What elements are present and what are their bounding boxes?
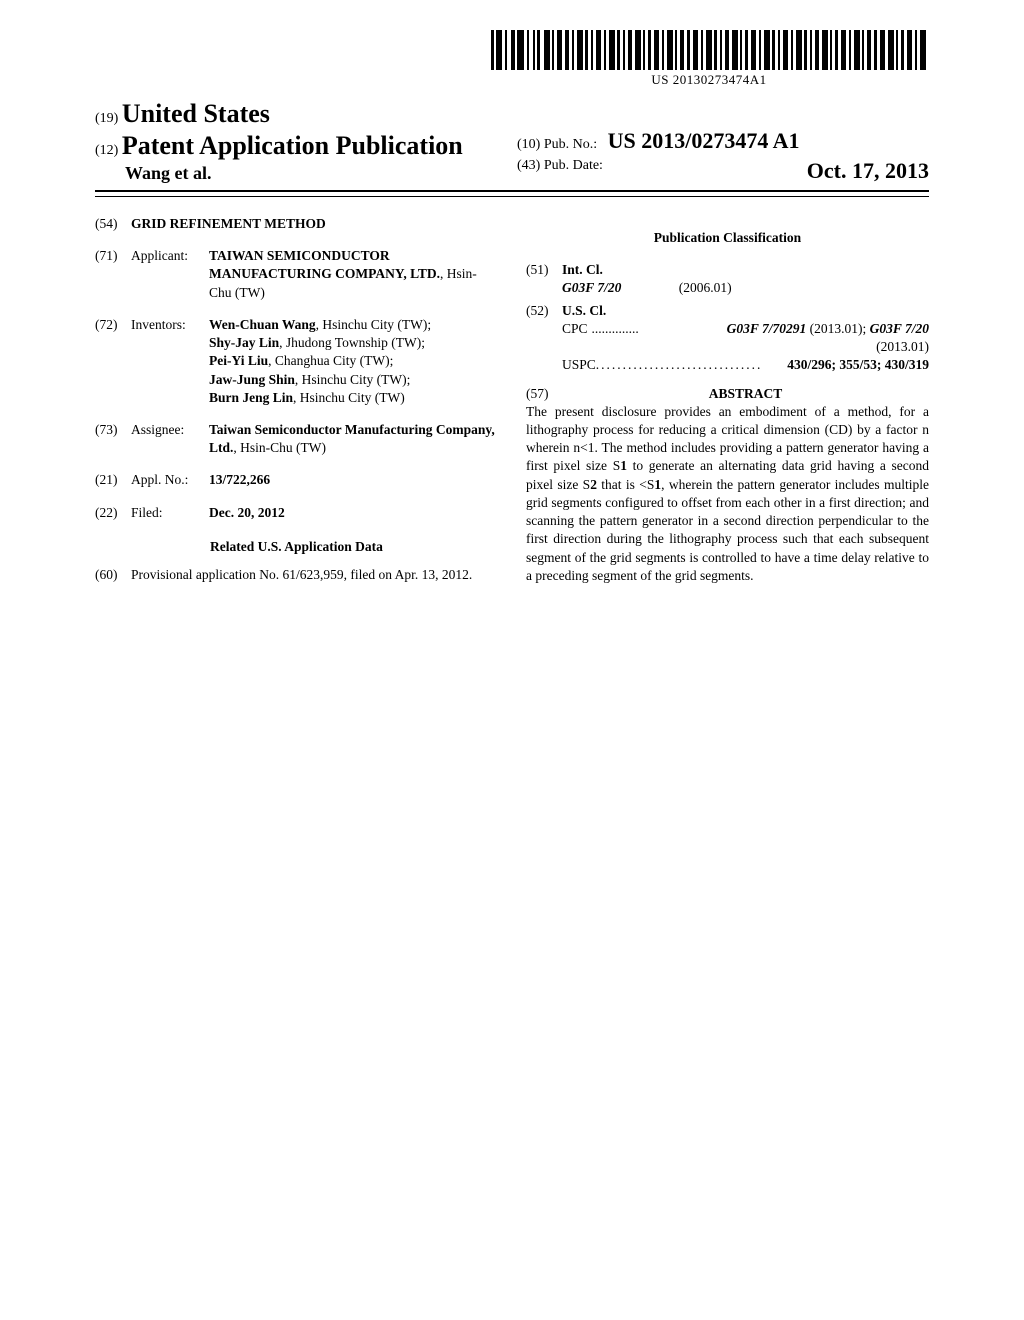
abstract-heading: ABSTRACT <box>562 385 929 403</box>
code-10: (10) <box>517 137 540 152</box>
field-52: (52) U.S. Cl. CPC .............. G03F 7/… <box>526 302 929 375</box>
num-72: (72) <box>95 316 131 407</box>
patent-page: US 20130273474A1 (19) United States (12)… <box>0 0 1024 1320</box>
inv3-name: Pei-Yi Liu <box>209 353 268 368</box>
content-72: Wen-Chuan Wang, Hsinchu City (TW); Shy-J… <box>209 316 498 407</box>
content-73: Taiwan Semiconductor Manufacturing Compa… <box>209 421 498 457</box>
field-60: (60) Provisional application No. 61/623,… <box>95 566 498 584</box>
line-19: (19) United States <box>95 99 507 129</box>
inv4-name: Jaw-Jung Shin <box>209 372 295 387</box>
pub-no-line: (10) Pub. No.: US 2013/0273474 A1 <box>517 128 929 154</box>
abstract-text: The present disclosure provides an embod… <box>526 403 929 585</box>
content-71: TAIWAN SEMICONDUCTOR MANUFACTURING COMPA… <box>209 247 498 302</box>
val-21: 13/722,266 <box>209 471 498 489</box>
text-60: Provisional application No. 61/623,959, … <box>131 566 498 584</box>
label-21: Appl. No.: <box>131 471 209 489</box>
label-52: U.S. Cl. <box>562 303 606 318</box>
header: (19) United States (12) Patent Applicati… <box>95 99 929 192</box>
label-22: Filed: <box>131 504 209 522</box>
field-51: (51) Int. Cl. G03F 7/20 (2006.01) <box>526 261 929 297</box>
inv5-name: Burn Jeng Lin <box>209 390 293 405</box>
field-22: (22) Filed: Dec. 20, 2012 <box>95 504 498 522</box>
label-51: Int. Cl. <box>562 262 603 277</box>
uspc-block: USPC ............................... 430… <box>562 356 929 374</box>
intcl-code: G03F 7/20 <box>562 280 621 295</box>
applicant-name: TAIWAN SEMICONDUCTOR MANUFACTURING COMPA… <box>209 248 440 281</box>
cpc-dots: .............. <box>592 320 639 338</box>
barcode: US 20130273474A1 <box>489 30 929 88</box>
num-60: (60) <box>95 566 131 584</box>
uspc-val: 430/296; 355/53; 430/319 <box>787 356 929 374</box>
authors-line: Wang et al. <box>125 163 507 184</box>
header-left: (19) United States (12) Patent Applicati… <box>95 99 507 184</box>
header-right: (10) Pub. No.: US 2013/0273474 A1 (43) P… <box>507 128 929 184</box>
field-21: (21) Appl. No.: 13/722,266 <box>95 471 498 489</box>
uspc-line: USPC ............................... 430… <box>562 356 929 374</box>
cpc-date2: (2013.01) <box>876 339 929 354</box>
code-12: (12) <box>95 143 118 158</box>
cpc-date1: (2013.01); <box>806 321 869 336</box>
num-21: (21) <box>95 471 131 489</box>
num-52: (52) <box>526 302 562 375</box>
country: United States <box>122 99 270 128</box>
cpc-val2: G03F 7/20 <box>870 321 929 336</box>
inv1-name: Wen-Chuan Wang <box>209 317 316 332</box>
num-22: (22) <box>95 504 131 522</box>
num-51: (51) <box>526 261 562 297</box>
classification-heading: Publication Classification <box>526 229 929 247</box>
code-43: (43) <box>517 158 540 173</box>
cpc-val1: G03F 7/70291 <box>727 321 807 336</box>
uspc-dots: ............................... <box>596 356 787 374</box>
field-57: (57) ABSTRACT <box>526 385 929 403</box>
pub-no-label: Pub. No.: <box>544 137 597 152</box>
inv4-loc: , Hsinchu City (TW); <box>295 372 410 387</box>
pub-date-label: Pub. Date: <box>544 158 603 173</box>
pub-date: Oct. 17, 2013 <box>807 158 929 184</box>
cpc-label: CPC <box>562 320 588 338</box>
barcode-region: US 20130273474A1 <box>95 30 929 89</box>
field-72: (72) Inventors: Wen-Chuan Wang, Hsinchu … <box>95 316 498 407</box>
content-51: Int. Cl. G03F 7/20 (2006.01) <box>562 261 929 297</box>
field-54: (54) GRID REFINEMENT METHOD <box>95 215 498 233</box>
assignee-loc: , Hsin-Chu (TW) <box>233 440 326 455</box>
right-column: Publication Classification (51) Int. Cl.… <box>526 215 929 585</box>
num-57: (57) <box>526 385 562 403</box>
inv1-loc: , Hsinchu City (TW); <box>316 317 431 332</box>
cpc-block: CPC .............. G03F 7/70291 (2013.01… <box>562 320 929 356</box>
related-heading: Related U.S. Application Data <box>95 538 498 556</box>
field-73: (73) Assignee: Taiwan Semiconductor Manu… <box>95 421 498 457</box>
num-54: (54) <box>95 215 131 233</box>
val-22: Dec. 20, 2012 <box>209 504 498 522</box>
field-71: (71) Applicant: TAIWAN SEMICONDUCTOR MAN… <box>95 247 498 302</box>
pub-date-line: (43) Pub. Date: Oct. 17, 2013 <box>517 158 929 184</box>
content-52: U.S. Cl. CPC .............. G03F 7/70291… <box>562 302 929 375</box>
inv3-loc: , Changhua City (TW); <box>268 353 393 368</box>
barcode-svg <box>489 30 929 70</box>
line-12: (12) Patent Application Publication <box>95 131 507 161</box>
body-columns: (54) GRID REFINEMENT METHOD (71) Applica… <box>95 215 929 585</box>
label-71: Applicant: <box>131 247 209 302</box>
pub-no: US 2013/0273474 A1 <box>608 128 800 153</box>
inv2-loc: , Jhudong Township (TW); <box>279 335 425 350</box>
code-19: (19) <box>95 111 118 126</box>
title-54: GRID REFINEMENT METHOD <box>131 215 498 233</box>
left-column: (54) GRID REFINEMENT METHOD (71) Applica… <box>95 215 498 585</box>
header-rule <box>95 196 929 197</box>
label-73: Assignee: <box>131 421 209 457</box>
num-71: (71) <box>95 247 131 302</box>
num-73: (73) <box>95 421 131 457</box>
label-72: Inventors: <box>131 316 209 407</box>
intcl-date: (2006.01) <box>679 280 732 295</box>
doc-type: Patent Application Publication <box>122 131 463 160</box>
uspc-label: USPC <box>562 356 596 374</box>
inv2-name: Shy-Jay Lin <box>209 335 279 350</box>
inv5-loc: , Hsinchu City (TW) <box>293 390 405 405</box>
barcode-text: US 20130273474A1 <box>489 72 929 88</box>
